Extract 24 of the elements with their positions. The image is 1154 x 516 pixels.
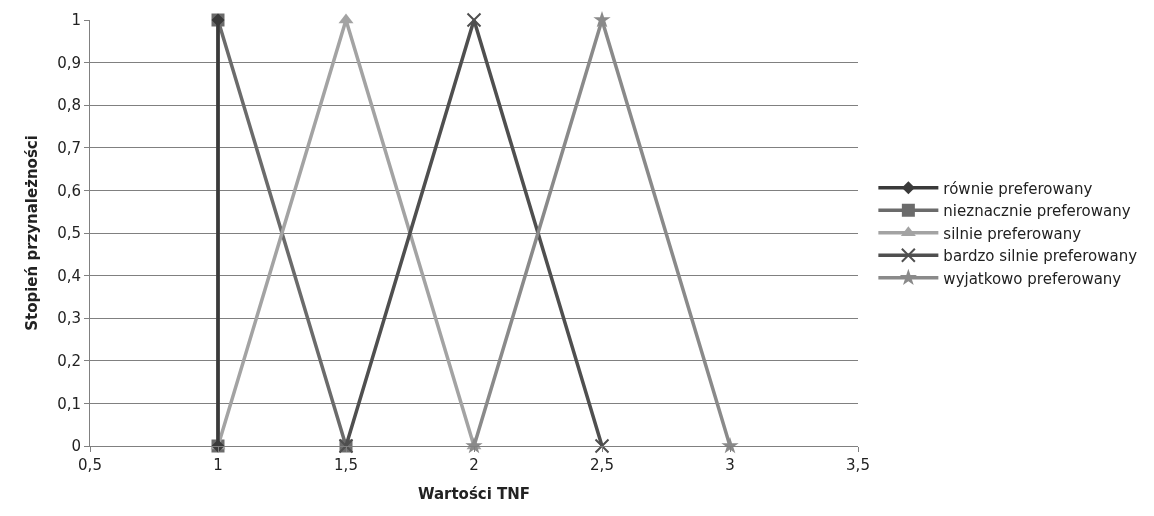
x-tick-label: 1 xyxy=(213,456,223,474)
y-tick-label: 0,1 xyxy=(57,394,81,413)
y-tick-label: 0,4 xyxy=(57,266,81,285)
legend-label: silnie preferowany xyxy=(943,224,1082,243)
legend-label: nieznacznie preferowany xyxy=(943,202,1131,221)
x-tick-label: 3 xyxy=(725,456,735,474)
x-axis-title: Wartości TNF xyxy=(417,485,531,503)
y-tick-label: 1 xyxy=(71,11,81,30)
y-tick-label: 0,3 xyxy=(57,309,81,328)
y-tick-label: 0,8 xyxy=(57,96,81,115)
y-tick-label: 0,6 xyxy=(57,181,81,200)
y-tick-label: 0 xyxy=(71,437,81,456)
x-tick-label: 3,5 xyxy=(846,456,870,474)
y-tick-label: 0,5 xyxy=(57,224,81,243)
x-tick-label: 1,5 xyxy=(334,456,358,474)
x-tick-label: 2 xyxy=(469,456,479,474)
x-tick-label: 2,5 xyxy=(590,456,614,474)
y-tick-label: 0,2 xyxy=(57,352,81,371)
legend-label: bardzo silnie preferowany xyxy=(943,247,1138,266)
y-tick-label: 0,7 xyxy=(57,139,81,158)
legend-label: równie preferowany xyxy=(943,179,1093,198)
legend-label: wyjatkowo preferowany xyxy=(943,269,1122,288)
y-axis-title: Stopień przynależności xyxy=(23,135,42,331)
y-tick-label: 0,9 xyxy=(57,53,81,72)
